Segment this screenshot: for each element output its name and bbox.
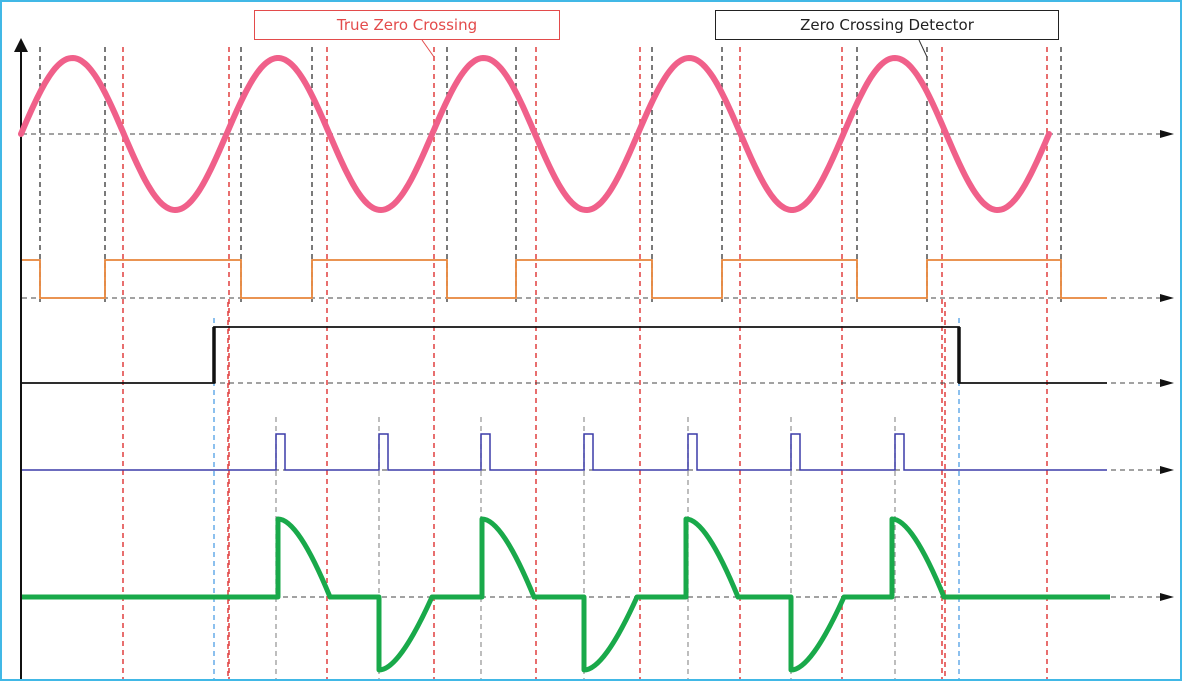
axes [14, 38, 1174, 679]
marker-lines [39, 47, 1062, 679]
enable-window-signal [22, 326, 1107, 384]
time-axis-arrowhead [1160, 466, 1174, 474]
time-axis-arrowhead [1160, 593, 1174, 601]
detector-square-wave [22, 259, 1107, 299]
true-zero-crossing-label: True Zero Crossing [254, 10, 560, 40]
signals [18, 54, 1110, 673]
output-signal [22, 516, 1110, 673]
detector-label-leader [918, 39, 928, 58]
zero-crossing-detector-label: Zero Crossing Detector [715, 10, 1059, 40]
trigger-pulse-train [22, 433, 1107, 471]
label-leaders [421, 39, 928, 58]
sine-wave [18, 54, 1052, 214]
time-axis-arrowhead [1160, 130, 1174, 138]
true-label-leader [421, 39, 435, 58]
vertical-axis-arrowhead [14, 38, 28, 52]
time-axis-arrowhead [1160, 294, 1174, 302]
time-axis-arrowhead [1160, 379, 1174, 387]
